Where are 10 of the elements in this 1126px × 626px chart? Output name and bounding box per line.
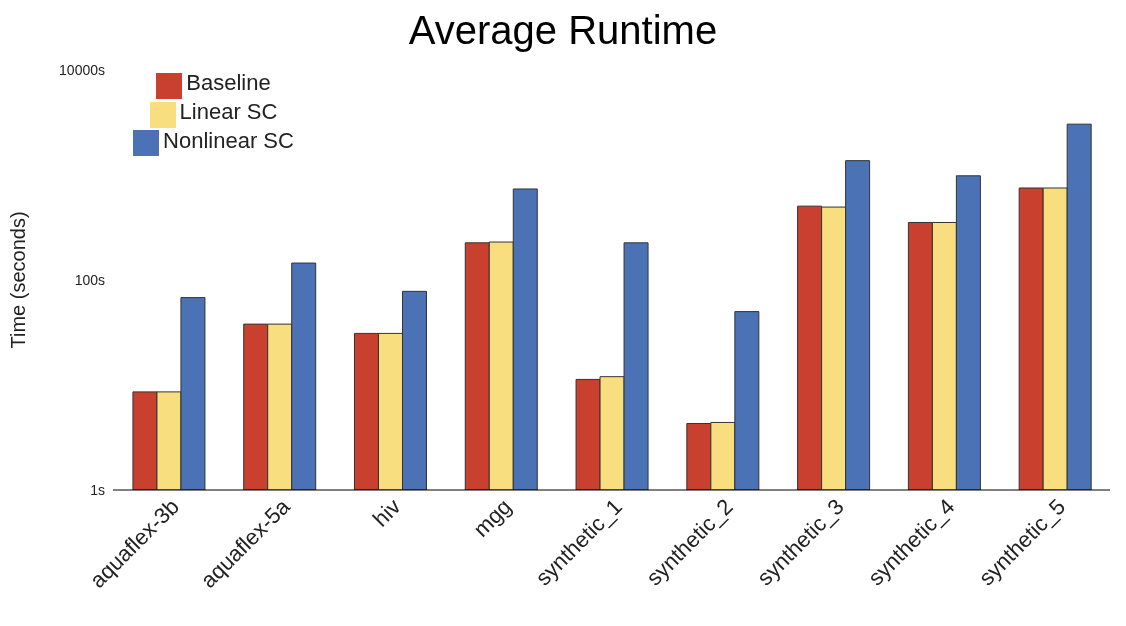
y-axis-title: Time (seconds): [7, 211, 30, 349]
legend-label: Linear SC: [179, 98, 278, 124]
x-tick-label: hiv: [367, 493, 406, 532]
y-tick-label: 10000s: [59, 61, 105, 78]
x-tick-label: mgg: [468, 493, 517, 542]
legend-label: Baseline: [186, 70, 271, 95]
legend-label: Nonlinear SC: [163, 127, 294, 153]
chart-title: Average Runtime: [407, 8, 719, 53]
y-tick-label: 1s: [90, 481, 105, 498]
y-tick-label: 100s: [74, 271, 105, 288]
